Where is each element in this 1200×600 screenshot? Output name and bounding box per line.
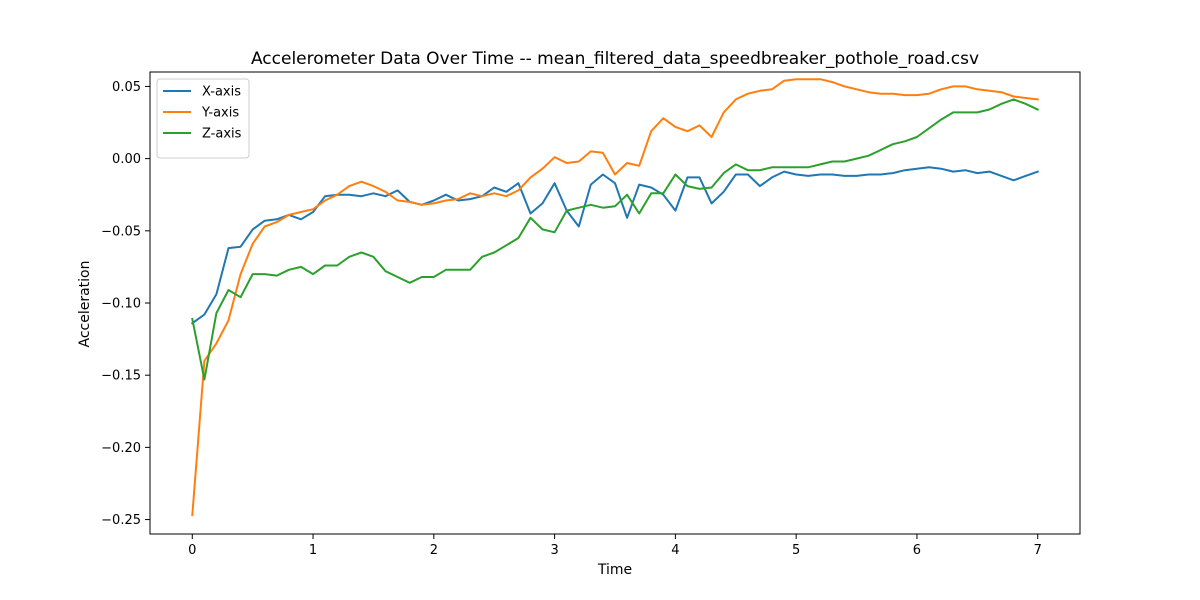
legend-box bbox=[156, 78, 250, 159]
y-axis-label: Acceleration bbox=[77, 261, 93, 348]
x-tick-label: 6 bbox=[913, 543, 921, 558]
x-tick-label: 2 bbox=[430, 543, 438, 558]
legend-label: Y-axis bbox=[201, 106, 239, 121]
series-line-z-axis bbox=[191, 98, 1040, 381]
x-tick-label: 0 bbox=[188, 543, 196, 558]
y-tick-label: −0.15 bbox=[101, 369, 141, 384]
x-tick-label: 1 bbox=[309, 543, 317, 558]
x-tick-label: 4 bbox=[671, 543, 679, 558]
series-line-x-axis bbox=[190, 166, 1039, 325]
x-tick-label: 3 bbox=[550, 543, 558, 558]
x-tick-label: 7 bbox=[1034, 543, 1042, 558]
chart-title: Accelerometer Data Over Time -- mean_fil… bbox=[251, 49, 979, 69]
plot-frame bbox=[149, 71, 1081, 535]
y-axis-ticks: −0.25 −0.20 −0.15 −0.10 −0.05 0.00 0.05 bbox=[101, 80, 150, 528]
legend-label: X-axis bbox=[202, 85, 241, 100]
x-axis-label: Time bbox=[597, 562, 632, 578]
y-tick-label: −0.25 bbox=[101, 513, 141, 528]
y-tick-label: −0.20 bbox=[101, 441, 141, 456]
y-tick-label: −0.05 bbox=[101, 224, 141, 239]
plot-area bbox=[149, 71, 1081, 535]
series-line-y-axis bbox=[191, 78, 1039, 517]
x-tick-label: 5 bbox=[792, 543, 800, 558]
x-axis-ticks: 0 1 2 3 4 5 6 7 bbox=[188, 534, 1042, 558]
y-tick-label: −0.10 bbox=[101, 297, 141, 312]
legend: X-axis Y-axis Z-axis bbox=[156, 78, 250, 159]
y-tick-label: 0.05 bbox=[112, 80, 141, 95]
y-tick-label: 0.00 bbox=[112, 152, 141, 167]
legend-label: Z-axis bbox=[202, 127, 242, 142]
